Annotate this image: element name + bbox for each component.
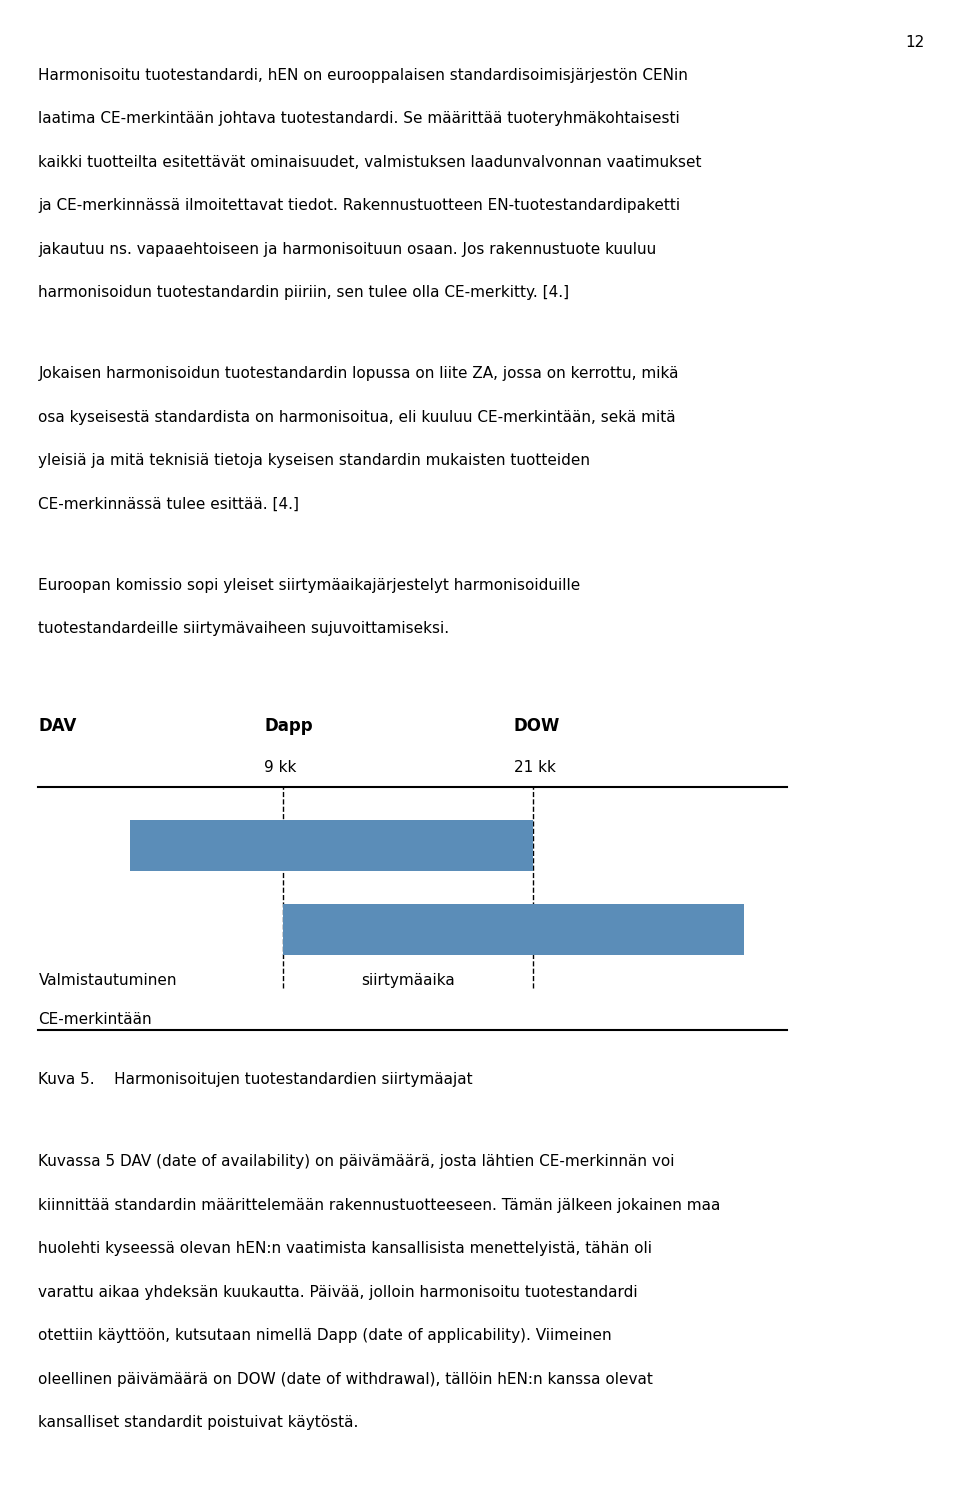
Text: 12: 12: [905, 35, 924, 50]
Text: kansalliset standardit poistuivat käytöstä.: kansalliset standardit poistuivat käytös…: [38, 1415, 359, 1430]
Text: tuotestandardeille siirtymävaiheen sujuvoittamiseksi.: tuotestandardeille siirtymävaiheen sujuv…: [38, 621, 449, 636]
Bar: [283, 904, 744, 955]
Text: jakautuu ns. vapaaehtoiseen ja harmonisoituun osaan. Jos rakennustuote kuuluu: jakautuu ns. vapaaehtoiseen ja harmoniso…: [38, 242, 657, 257]
Bar: [130, 820, 533, 871]
Text: ja CE-merkinnässä ilmoitettavat tiedot. Rakennustuotteen EN-tuotestandardipakett: ja CE-merkinnässä ilmoitettavat tiedot. …: [38, 198, 681, 213]
Text: Euroopan komissio sopi yleiset siirtymäaikajärjestelyt harmonisoiduille: Euroopan komissio sopi yleiset siirtymäa…: [38, 578, 581, 593]
Text: Harmonisoitu tuotestandardi, hEN on eurooppalaisen standardisoimisjärjestön CENi: Harmonisoitu tuotestandardi, hEN on euro…: [38, 68, 688, 83]
Text: Kuvassa 5 DAV (date of availability) on päivämäärä, josta lähtien CE-merkinnän v: Kuvassa 5 DAV (date of availability) on …: [38, 1154, 675, 1169]
Text: 21 kk: 21 kk: [514, 760, 556, 775]
Text: varattu aikaa yhdeksän kuukautta. Päivää, jolloin harmonisoitu tuotestandardi: varattu aikaa yhdeksän kuukautta. Päivää…: [38, 1285, 638, 1300]
Text: oleellinen päivämäärä on DOW (date of withdrawal), tällöin hEN:n kanssa olevat: oleellinen päivämäärä on DOW (date of wi…: [38, 1372, 653, 1387]
Text: yleisiä ja mitä teknisiä tietoja kyseisen standardin mukaisten tuotteiden: yleisiä ja mitä teknisiä tietoja kyseise…: [38, 453, 590, 468]
Text: Jokaisen harmonisoidun tuotestandardin lopussa on liite ZA, jossa on kerrottu, m: Jokaisen harmonisoidun tuotestandardin l…: [38, 366, 679, 381]
Text: siirtymäaika: siirtymäaika: [361, 973, 455, 988]
Text: otettiin käyttöön, kutsutaan nimellä Dapp (date of applicability). Viimeinen: otettiin käyttöön, kutsutaan nimellä Dap…: [38, 1328, 612, 1343]
Text: huolehti kyseessä olevan hEN:n vaatimista kansallisista menettelyistä, tähän oli: huolehti kyseessä olevan hEN:n vaatimist…: [38, 1241, 653, 1256]
Text: kiinnittää standardin määrittelemään rakennustuotteeseen. Tämän jälkeen jokainen: kiinnittää standardin määrittelemään rak…: [38, 1198, 721, 1213]
Text: DOW: DOW: [514, 717, 560, 735]
Text: osa kyseisestä standardista on harmonisoitua, eli kuuluu CE-merkintään, sekä mit: osa kyseisestä standardista on harmoniso…: [38, 410, 676, 425]
Text: laatima CE-merkintään johtava tuotestandardi. Se määrittää tuoteryhmäkohtaisesti: laatima CE-merkintään johtava tuotestand…: [38, 111, 680, 126]
Text: DAV: DAV: [38, 717, 77, 735]
Text: kaikki tuotteilta esitettävät ominaisuudet, valmistuksen laadunvalvonnan vaatimu: kaikki tuotteilta esitettävät ominaisuud…: [38, 155, 702, 170]
Text: Dapp: Dapp: [264, 717, 313, 735]
Text: Kuva 5.    Harmonisoitujen tuotestandardien siirtymäajat: Kuva 5. Harmonisoitujen tuotestandardien…: [38, 1072, 473, 1087]
Text: CE-merkinnässä tulee esittää. [4.]: CE-merkinnässä tulee esittää. [4.]: [38, 497, 300, 512]
Text: Valmistautuminen: Valmistautuminen: [38, 973, 177, 988]
Text: 9 kk: 9 kk: [264, 760, 297, 775]
Text: harmonisoidun tuotestandardin piiriin, sen tulee olla CE-merkitty. [4.]: harmonisoidun tuotestandardin piiriin, s…: [38, 285, 569, 300]
Text: CE-merkintään: CE-merkintään: [38, 1012, 152, 1027]
